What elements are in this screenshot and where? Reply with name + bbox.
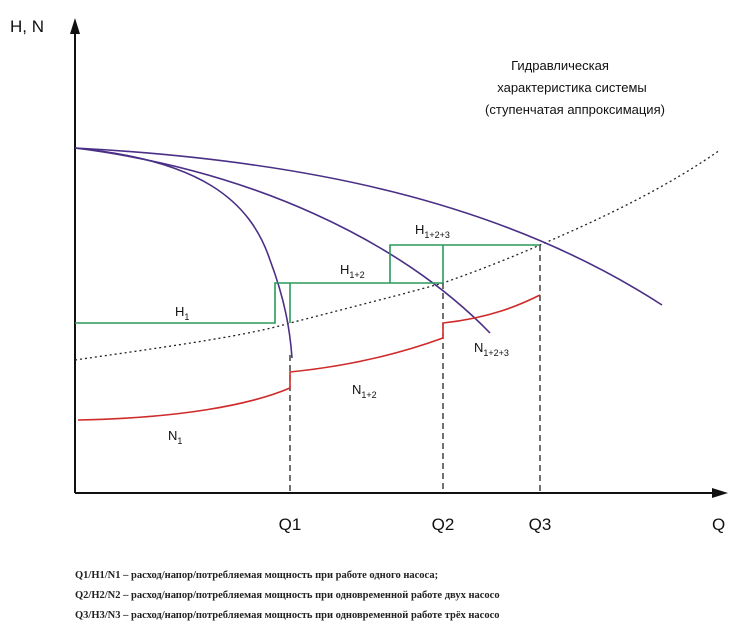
q-label: Q2 <box>432 515 455 534</box>
curve-label-sub: 1 <box>184 312 189 322</box>
curve-label-sub: 1+2 <box>349 270 364 280</box>
legend-line: Q3/H3/N3 – расход/напор/потребляемая мощ… <box>75 610 500 621</box>
curve-label-sub: 1+2+3 <box>424 230 450 240</box>
curve-label-sub: 1 <box>177 436 182 446</box>
legend-line: Q2/H2/N2 – расход/напор/потребляемая мощ… <box>75 590 500 601</box>
curve-label: N1+2 <box>352 382 377 400</box>
q-label: Q1 <box>279 515 302 534</box>
annotation: Гидравлическая <box>511 58 609 73</box>
axes <box>74 30 718 494</box>
annotation: (ступенчатая аппроксимация) <box>485 102 665 117</box>
step-approximation <box>75 244 540 324</box>
curve-label-sub: 1+2+3 <box>483 348 509 358</box>
curve-label: H1 <box>175 304 189 322</box>
curve-label: N1+2+3 <box>474 340 509 358</box>
y-arrow <box>70 18 80 34</box>
curve-label-main: H <box>175 304 184 319</box>
power-curves <box>77 294 541 421</box>
legend-line: Q1/H1/N1 – расход/напор/потребляемая мощ… <box>75 570 438 581</box>
system-curve <box>74 149 721 361</box>
curve-label-main: N <box>474 340 483 355</box>
curve-label: N1 <box>168 428 182 446</box>
curve-label: H1+2+3 <box>415 222 450 240</box>
y-label: H, N <box>10 17 44 36</box>
curve-label-main: N <box>168 428 177 443</box>
curve-label-main: N <box>352 382 361 397</box>
q-label: Q3 <box>529 515 552 534</box>
x-label: Q <box>712 515 725 534</box>
pump-curves <box>74 147 663 359</box>
annotation: характеристика системы <box>497 80 647 95</box>
x-arrow <box>712 488 728 498</box>
curve-label-main: H <box>340 262 349 277</box>
curve-label: H1+2 <box>340 262 365 280</box>
curve-label-sub: 1+2 <box>361 390 376 400</box>
curve-label-main: H <box>415 222 424 237</box>
